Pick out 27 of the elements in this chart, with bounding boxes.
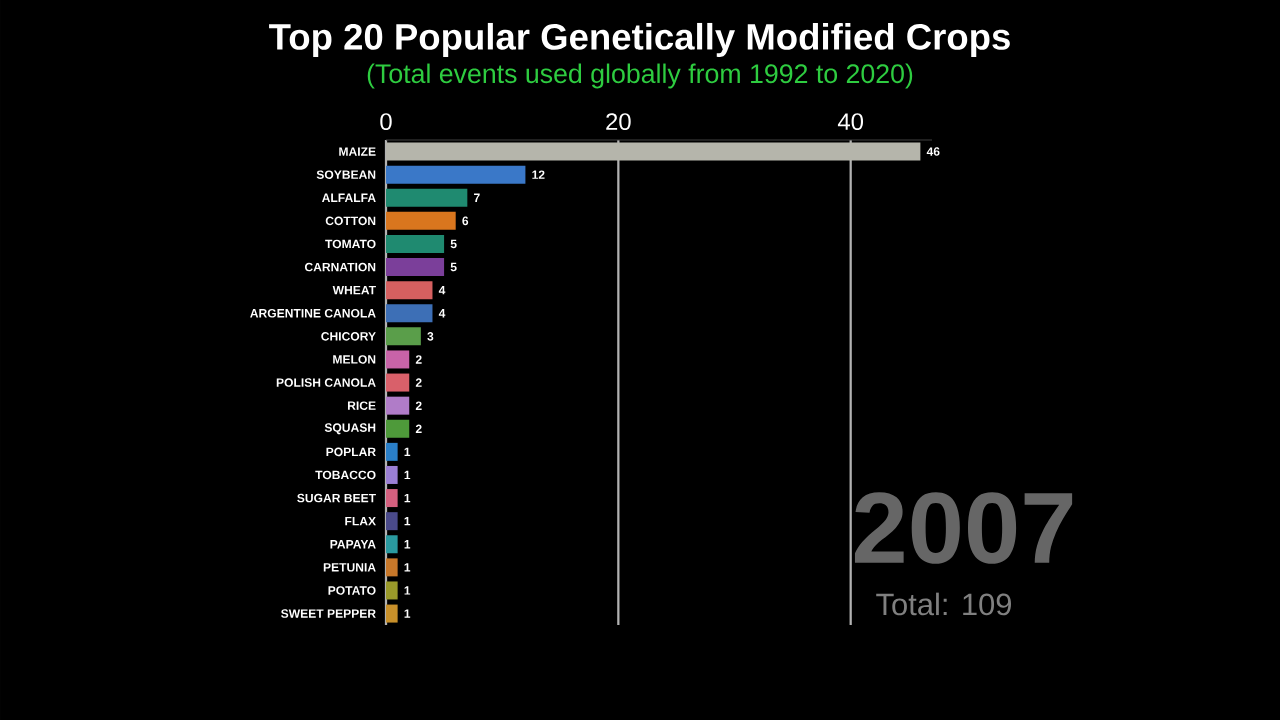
bar (386, 465, 398, 484)
annotation: 2007 (854, 492, 1073, 564)
x-tick-label: 20 (606, 113, 631, 131)
bar (386, 350, 410, 369)
bar (386, 558, 398, 577)
bar (386, 373, 410, 392)
bar (386, 327, 421, 346)
bar (386, 581, 398, 600)
bar (386, 258, 445, 277)
bar (386, 442, 398, 461)
bar (386, 281, 433, 300)
bar (386, 396, 410, 415)
chart-title: Top 20 Popular Genetically Modified Crops (269, 22, 1010, 58)
annotation: Total: 109 (876, 592, 1012, 616)
bar (386, 211, 456, 230)
bar (386, 234, 445, 253)
chart-subtitle: (Total events used globally from 1992 to 2020) (367, 63, 913, 89)
bar (386, 165, 526, 184)
x-tick-label: 0 (380, 113, 392, 131)
bar (386, 304, 433, 323)
bar (386, 604, 398, 623)
x-tick-label: 40 (837, 113, 864, 131)
bar (386, 512, 398, 531)
bar (386, 188, 468, 207)
bar (386, 535, 398, 554)
bar (386, 489, 398, 508)
bar (386, 419, 410, 438)
